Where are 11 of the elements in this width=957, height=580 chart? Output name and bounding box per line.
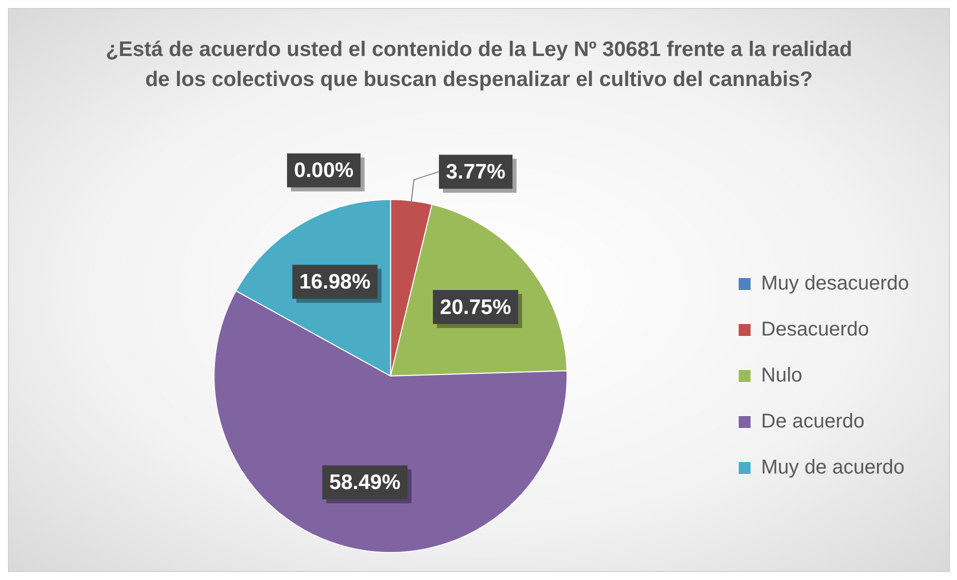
data-label: 16.98% xyxy=(299,270,371,294)
chart-title: ¿Está de acuerdo usted el contenido de la Ley Nº 30681 frente a la realidad de los colectivos que buscan despenalizar el cultivo del cannabis? xyxy=(104,37,854,93)
text: 0.00% xyxy=(294,159,354,182)
data-label: 58.49% xyxy=(329,471,401,494)
data-label: 20.75% xyxy=(440,296,512,319)
legend-label: Muy de acuerdo xyxy=(761,456,905,479)
data-label: 3.77% xyxy=(446,160,506,184)
legend-label: Nulo xyxy=(761,364,802,387)
legend-label: De acuerdo xyxy=(761,410,865,433)
legend-label: Muy desacuerdo xyxy=(761,272,910,295)
legend-label: Desacuerdo xyxy=(761,318,869,341)
